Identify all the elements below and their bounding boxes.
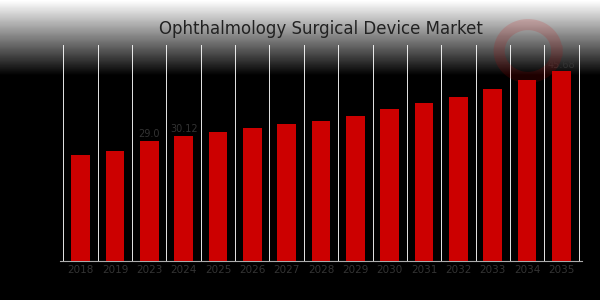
Text: 45.68: 45.68 xyxy=(548,60,575,70)
Bar xyxy=(415,103,433,261)
Bar xyxy=(174,136,193,261)
Bar xyxy=(518,80,536,261)
Bar xyxy=(140,140,159,261)
Bar xyxy=(277,124,296,261)
Bar xyxy=(346,116,365,261)
Bar xyxy=(106,151,124,261)
Bar xyxy=(71,155,90,261)
Text: 29.0: 29.0 xyxy=(139,129,160,139)
Bar xyxy=(449,97,468,261)
Bar xyxy=(380,110,399,261)
Title: Ophthalmology Surgical Device Market: Ophthalmology Surgical Device Market xyxy=(159,20,483,38)
Bar xyxy=(483,88,502,261)
Bar xyxy=(311,121,331,261)
Bar xyxy=(209,132,227,261)
Text: 30.12: 30.12 xyxy=(170,124,197,134)
Bar xyxy=(243,128,262,261)
Bar xyxy=(552,71,571,261)
